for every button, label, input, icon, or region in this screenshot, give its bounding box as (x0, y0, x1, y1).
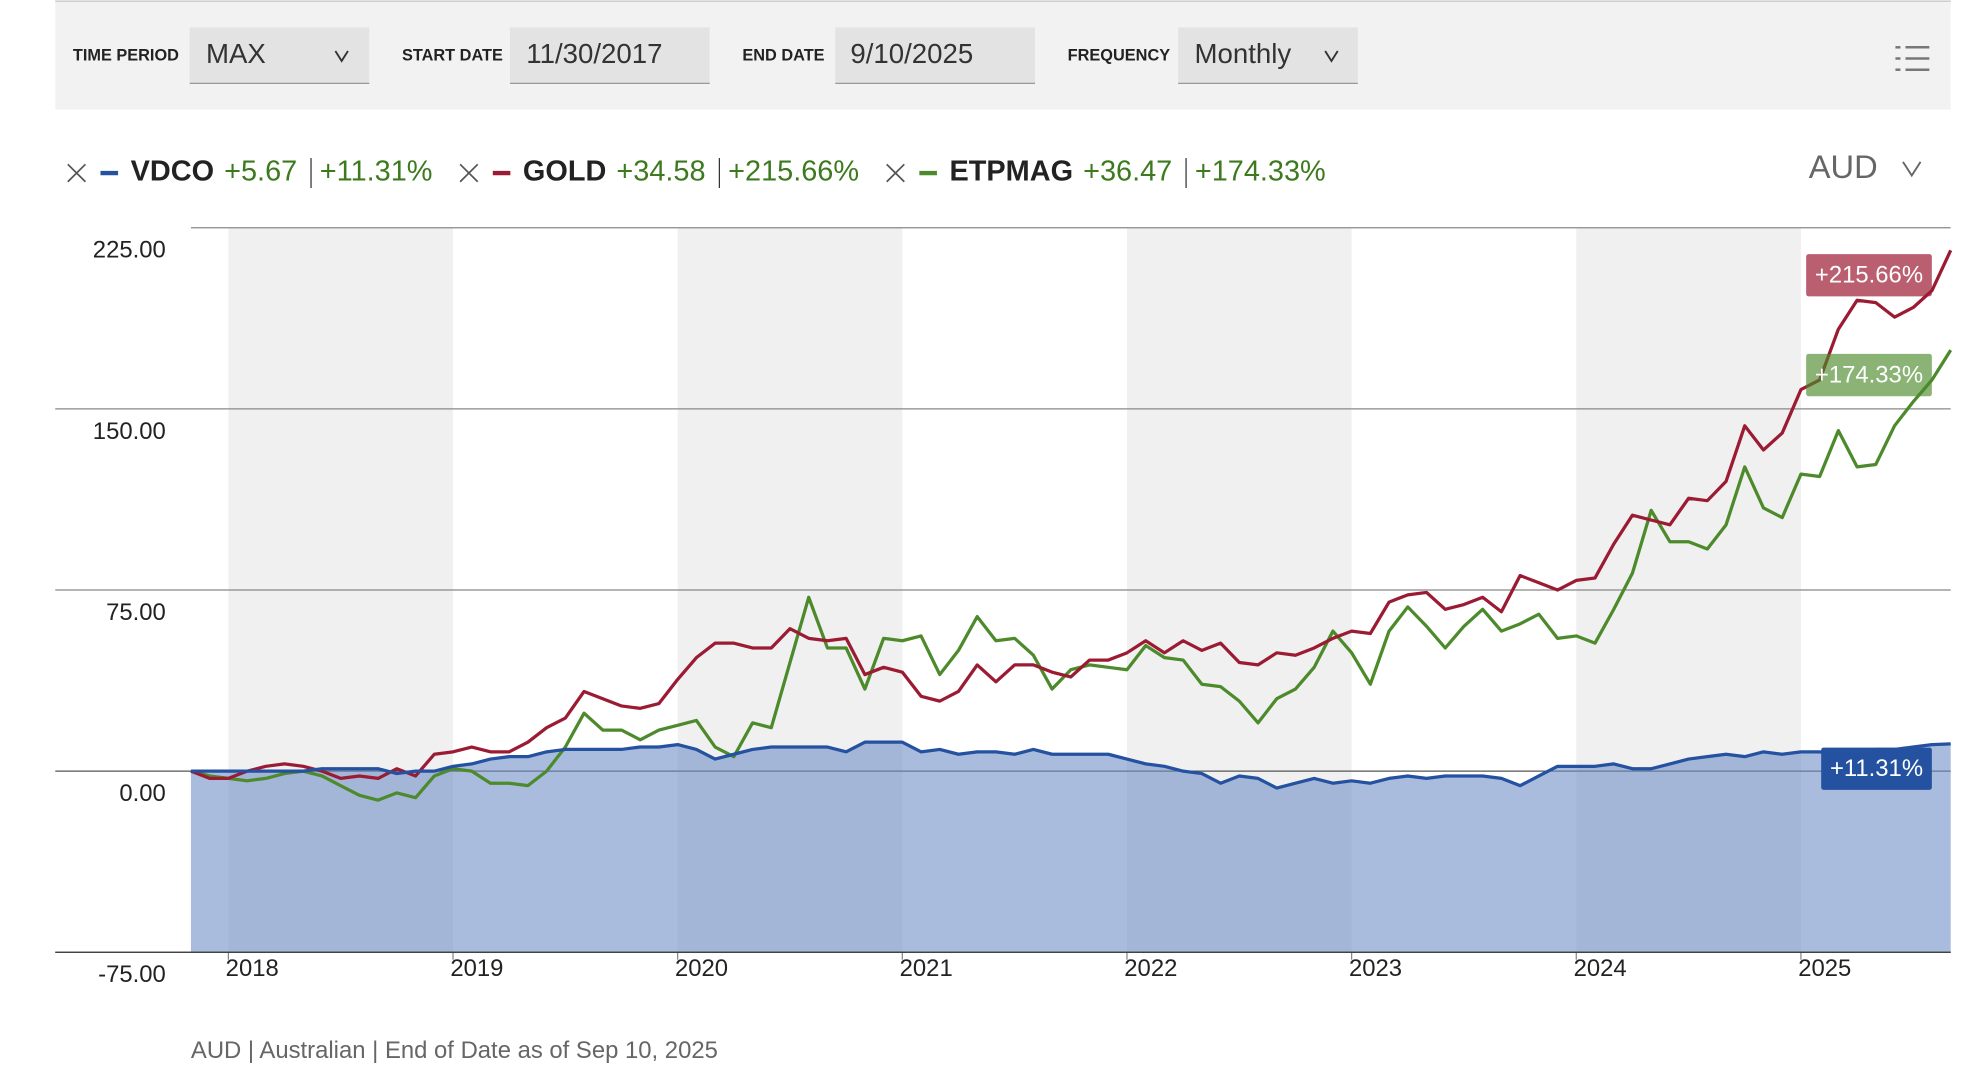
remove-icon[interactable] (459, 163, 479, 183)
legend-name: GOLD (523, 156, 606, 188)
start-date-input[interactable]: 11/30/2017 (509, 27, 710, 85)
toolbar: TIME PERIOD MAX START DATE 11/30/2017 EN… (55, 0, 1951, 110)
series-line (190, 249, 1953, 781)
x-tick-label: 2023 (1349, 955, 1402, 982)
legend-return: +11.31% (320, 156, 433, 188)
legend-change: +34.58 (616, 156, 705, 188)
end-date-value[interactable]: 9/10/2025 (850, 38, 973, 69)
currency-value[interactable]: AUD (1809, 149, 1878, 185)
end-label: +215.66% (1806, 254, 1932, 297)
menu-button[interactable] (1887, 37, 1937, 79)
chevron-icon (334, 50, 349, 63)
x-tick-label: 2022 (1124, 955, 1177, 982)
legend-change: +5.67 (224, 156, 297, 188)
end-label-box (1806, 353, 1932, 397)
input-box[interactable] (509, 27, 710, 84)
end-label: +174.33% (1806, 353, 1932, 397)
footnote: AUD | Australian | End of Date as of Sep… (191, 1037, 718, 1064)
end-label-text: +215.66% (1815, 262, 1923, 289)
x-tick-label: 2021 (900, 955, 953, 982)
time-period-value[interactable]: MAX (206, 38, 266, 69)
y-tick-label: 150.00 (93, 418, 166, 445)
legend: VDCO +5.67 +11.31% GOLD +34.58 +215.66% ETPMAG… (67, 156, 1326, 188)
series-line (190, 740, 1951, 790)
end-label-box (1806, 254, 1932, 297)
y-tick-label: 0.00 (119, 780, 165, 807)
x-tick-label: 2024 (1574, 955, 1627, 982)
start-date-label: START DATE (402, 46, 503, 64)
legend-return: +215.66% (728, 156, 859, 188)
series-area (190, 742, 1951, 953)
x-tick-label: 2019 (450, 955, 503, 982)
input-box[interactable] (835, 27, 1036, 84)
legend-name: ETPMAG (949, 156, 1073, 188)
frequency-select[interactable]: Monthly (1178, 27, 1358, 85)
currency-select[interactable]: AUD (1809, 149, 1922, 185)
end-label-box (1821, 747, 1932, 790)
end-label-text: +11.31% (1830, 755, 1923, 782)
end-label: +11.31% (1821, 747, 1932, 790)
y-tick-label: -75.00 (98, 961, 166, 988)
time-period-label: TIME PERIOD (73, 46, 179, 64)
frequency-value[interactable]: Monthly (1195, 38, 1292, 69)
x-tick-label: 2025 (1798, 955, 1851, 982)
y-tick-label: 225.00 (93, 237, 166, 264)
time-period-select[interactable]: MAX (189, 27, 370, 85)
start-date-value[interactable]: 11/30/2017 (526, 38, 662, 69)
remove-icon[interactable] (886, 163, 905, 183)
y-tick-label: 75.00 (106, 599, 166, 626)
legend-item[interactable]: GOLD +34.58 +215.66% (459, 156, 859, 188)
remove-icon[interactable] (67, 163, 87, 183)
plot: -75.00 0.00 75.00 150.00 225.00 2018 2019 2020 2… (55, 227, 1953, 988)
x-tick-label: 2020 (675, 955, 728, 982)
x-tick-label: 2018 (226, 955, 279, 982)
legend-item[interactable]: VDCO +5.67 +11.31% (67, 156, 433, 188)
legend-change: +36.47 (1083, 156, 1172, 188)
legend-item[interactable]: ETPMAG +36.47 +174.33% (886, 156, 1326, 188)
chevron-icon (1324, 50, 1339, 63)
end-label-text: +174.33% (1815, 362, 1923, 389)
end-date-input[interactable]: 9/10/2025 (835, 27, 1036, 85)
frequency-label: FREQUENCY (1068, 46, 1171, 64)
select-box[interactable] (189, 27, 370, 84)
end-date-label: END DATE (742, 46, 824, 64)
chevron-icon (1902, 161, 1922, 178)
legend-name: VDCO (131, 156, 214, 188)
legend-return: +174.33% (1195, 156, 1326, 188)
